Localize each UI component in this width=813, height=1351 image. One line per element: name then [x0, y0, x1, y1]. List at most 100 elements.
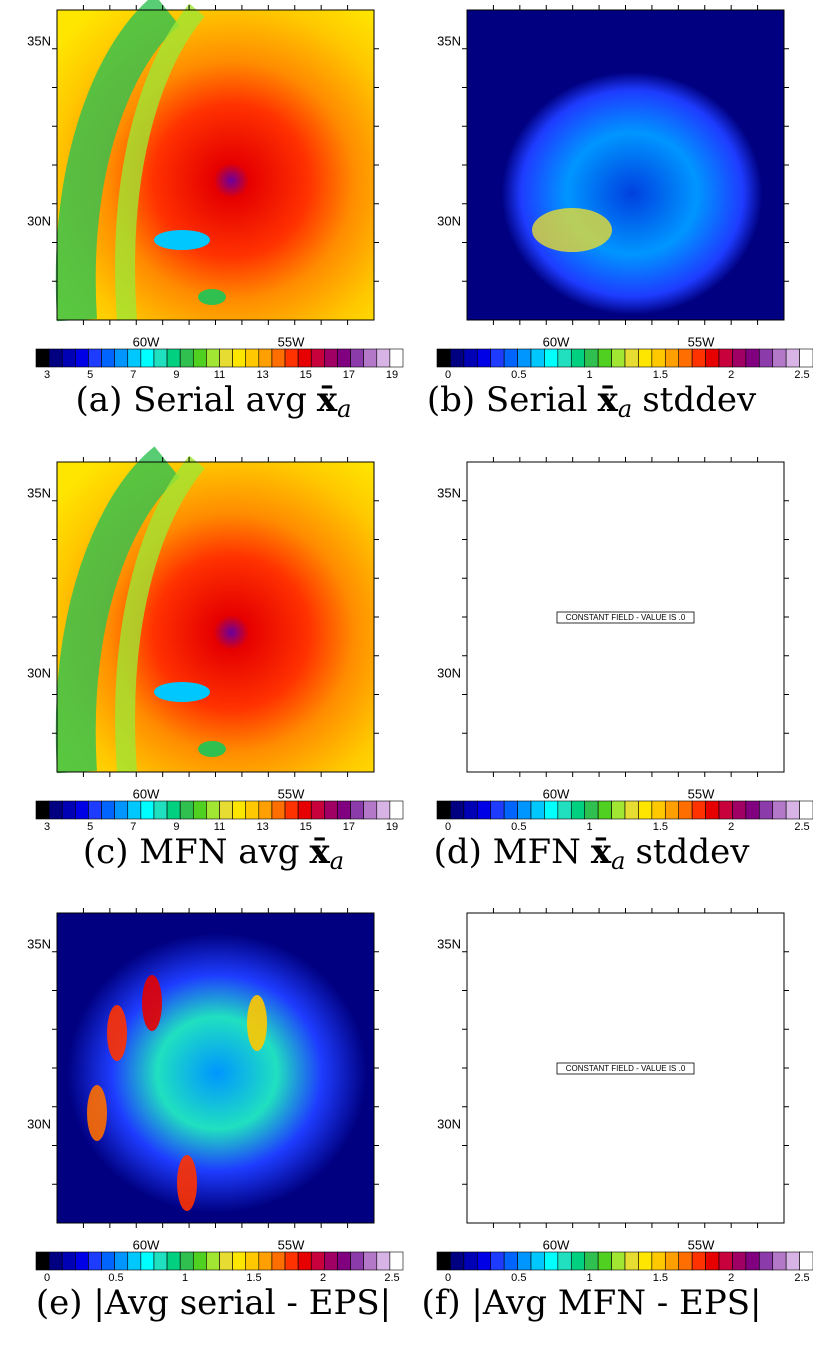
- colorbar-box: [350, 800, 364, 820]
- field-blob: [487, 45, 777, 315]
- lon-label: 60W: [543, 334, 570, 349]
- colorbar-box: [35, 348, 50, 368]
- colorbar-box: [570, 800, 586, 820]
- colorbar-box: [310, 1251, 325, 1271]
- colorbar-box: [785, 348, 800, 368]
- lat-label: 35N: [27, 936, 51, 951]
- colorbar-box: [284, 348, 299, 368]
- colorbar-box: [61, 1251, 76, 1271]
- colorbar-label: 2: [728, 821, 734, 833]
- colorbar-box: [476, 800, 492, 820]
- colorbar-box: [664, 800, 680, 820]
- colorbar-box: [664, 1251, 680, 1271]
- colorbar-label: 2.5: [794, 821, 809, 833]
- colorbar-label: 19: [386, 369, 398, 381]
- colorbar-box: [463, 1251, 478, 1271]
- lon-label: 60W: [133, 334, 160, 349]
- field-blob: [67, 933, 367, 1213]
- colorbar-box: [463, 348, 478, 368]
- lat-label: 30N: [27, 1116, 51, 1131]
- colorbar-box: [772, 800, 787, 820]
- colorbar-label: 1.5: [653, 1272, 668, 1284]
- colorbar-box: [324, 1251, 338, 1271]
- colorbar-box: [75, 348, 89, 368]
- lon-label: 55W: [688, 1237, 715, 1252]
- lon-label: 55W: [278, 1237, 305, 1252]
- colorbar-box: [758, 348, 774, 368]
- colorbar-box: [651, 800, 666, 820]
- caption: (a) Serial avg x̄a: [76, 380, 352, 423]
- colorbar-box: [245, 800, 260, 820]
- colorbar-label: 0.5: [511, 821, 526, 833]
- colorbar-box: [310, 348, 325, 368]
- field-band: [115, 3, 205, 321]
- colorbar-box: [557, 348, 572, 368]
- colorbar-box: [245, 1251, 260, 1271]
- colorbar-label: 7: [130, 821, 136, 833]
- colorbar-label: 5: [87, 369, 93, 381]
- colorbar-box: [503, 800, 518, 820]
- caption-text: (a) Serial avg: [76, 380, 307, 420]
- caption-symbol: x̄: [591, 832, 612, 872]
- colorbar-box: [337, 348, 351, 368]
- field-blob: [142, 975, 162, 1031]
- colorbar-box: [517, 1251, 532, 1271]
- colorbar-label: 11: [214, 821, 225, 833]
- colorbar-box: [232, 348, 247, 368]
- colorbar-box: [284, 800, 299, 820]
- colorbar-box: [476, 1251, 492, 1271]
- colorbar-box: [232, 800, 247, 820]
- panel: 35N 30N 60W 55W 3 5 7 9 11 13 15 17 19 (c) MFN avg x̄a: [27, 446, 404, 875]
- colorbar-box: [153, 1251, 168, 1271]
- colorbar-box: [310, 800, 325, 820]
- colorbar-box: [530, 1251, 545, 1271]
- colorbar-box: [363, 1251, 378, 1271]
- colorbar-label: 7: [130, 369, 136, 381]
- colorbar-label: 2: [728, 1272, 734, 1284]
- field-band: [115, 455, 205, 773]
- field-blob: [198, 289, 226, 305]
- caption-subscript: a: [618, 395, 632, 423]
- caption-text: (e) |Avg serial - EPS|: [36, 1283, 391, 1323]
- colorbar-box: [664, 348, 680, 368]
- colorbar-box: [389, 348, 404, 368]
- caption-suffix: stddev: [635, 832, 750, 872]
- colorbar-box: [691, 1251, 706, 1271]
- note-box: [556, 1062, 695, 1075]
- caption-text: (b) Serial: [427, 380, 588, 420]
- colorbar-box: [745, 348, 760, 368]
- lat-label: 30N: [27, 665, 51, 680]
- colorbar-label: 0: [445, 1272, 451, 1284]
- colorbar-label: 1: [587, 1272, 593, 1284]
- colorbar-box: [219, 1251, 233, 1271]
- note: CONSTANT FIELD - VALUE IS .0: [566, 613, 686, 622]
- lat-label: 35N: [27, 33, 51, 48]
- colorbar-box: [450, 800, 465, 820]
- colorbar-box: [219, 800, 233, 820]
- lon-label: 60W: [543, 1237, 570, 1252]
- colorbar-label: 2: [728, 369, 734, 381]
- colorbar-box: [140, 348, 155, 368]
- colorbar-label: 1: [587, 369, 593, 381]
- field-blob: [532, 208, 612, 252]
- field-band: [55, 446, 181, 774]
- field-blob: [107, 1005, 127, 1061]
- colorbar-box: [88, 800, 102, 820]
- colorbar-box: [101, 348, 115, 368]
- colorbar-label: 2.5: [794, 1272, 809, 1284]
- caption-symbol: x̄: [310, 832, 331, 872]
- caption-subscript: a: [337, 395, 351, 423]
- caption-subscript: a: [330, 847, 344, 875]
- caption: (d) MFN x̄a stddev: [434, 832, 751, 875]
- caption: (e) |Avg serial - EPS|: [36, 1283, 391, 1323]
- colorbar-box: [179, 1251, 194, 1271]
- colorbar-box: [219, 348, 233, 368]
- colorbar-box: [544, 800, 559, 820]
- caption-symbol: x̄: [598, 380, 619, 420]
- colorbar-box: [745, 1251, 760, 1271]
- colorbar-label: 0: [44, 1272, 50, 1284]
- lat-label: 35N: [437, 485, 461, 500]
- colorbar-label: 2: [320, 1272, 326, 1284]
